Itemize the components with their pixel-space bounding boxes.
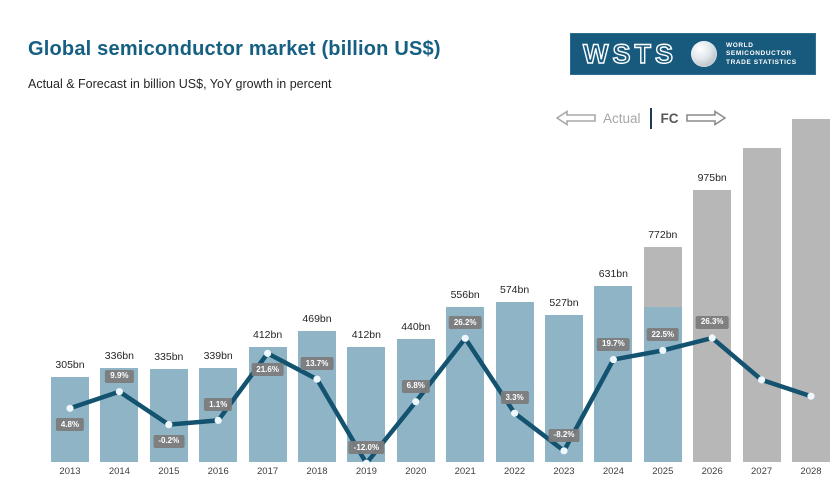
bar-2024: [594, 286, 633, 462]
legend-actual-label: Actual: [603, 110, 641, 126]
wsts-logo-caption-line: WORLD: [726, 41, 754, 49]
actual-fc-legend: Actual FC: [556, 105, 726, 131]
arrow-left-icon: [556, 110, 596, 126]
growth-label-2022: 3.3%: [500, 391, 529, 405]
growth-label-2026: 26.3%: [695, 315, 729, 329]
growth-label-2017: 21.6%: [251, 363, 284, 377]
growth-label-2021: 26.2%: [448, 316, 482, 330]
page-subtitle: Actual & Forecast in billion US$, YoY gr…: [28, 77, 332, 91]
bar-value-label-2016: 339bn: [203, 350, 233, 362]
legend-divider: [649, 107, 652, 129]
bar-value-label-2017: 412bn: [252, 329, 283, 341]
bar-2020: [396, 339, 435, 462]
growth-label-2016: 1.1%: [204, 398, 233, 412]
bar-value-label-2021: 556bn: [450, 289, 480, 301]
growth-label-2019: -12.0%: [348, 441, 385, 455]
wsts-logo-caption-line: SEMICONDUCTOR: [726, 50, 792, 58]
growth-label-2023: -8.2%: [548, 428, 580, 442]
growth-label-2014: 9.9%: [105, 369, 134, 383]
bar-value-label-2025: 772bn: [648, 229, 678, 241]
bar-2021: [446, 307, 485, 462]
x-tick-2024: 2024: [602, 466, 624, 477]
x-tick-2021: 2021: [454, 466, 476, 477]
bar-value-label-2019: 412bn: [351, 329, 381, 341]
growth-label-2013: 4.8%: [55, 418, 85, 432]
x-tick-2019: 2019: [355, 466, 377, 477]
growth-label-2018: 13.7%: [300, 357, 334, 371]
x-tick-2015: 2015: [158, 466, 180, 477]
bar-2025: [643, 247, 682, 462]
arrow-right-icon: [685, 110, 726, 126]
x-tick-2026: 2026: [701, 466, 723, 477]
bar-value-label-2018: 469bn: [302, 313, 332, 325]
wsts-logo-wordmark: WSTS: [582, 38, 677, 69]
x-tick-2028: 2028: [800, 466, 822, 477]
x-tick-2020: 2020: [405, 466, 427, 477]
growth-label-2024: 19.7%: [597, 337, 630, 351]
page-title: Global semiconductor market (billion US$…: [28, 38, 441, 60]
x-tick-2013: 2013: [59, 466, 81, 477]
x-tick-2023: 2023: [553, 466, 575, 477]
bar-value-label-2015: 335bn: [154, 351, 184, 363]
bar-2016: [199, 368, 238, 462]
bar-value-label-2024: 631bn: [598, 268, 628, 280]
growth-label-2025: 22.5%: [646, 328, 680, 342]
x-tick-2025: 2025: [652, 466, 674, 477]
bar-value-label-2013: 305bn: [55, 359, 85, 371]
growth-label-2020: 6.8%: [401, 379, 430, 393]
x-tick-2016: 2016: [207, 466, 229, 477]
x-tick-2022: 2022: [504, 466, 526, 477]
bar-2018: [298, 331, 336, 462]
x-tick-2018: 2018: [306, 466, 328, 477]
bar-2028: [792, 119, 830, 462]
wsts-logo-caption-line: TRADE STATISTICS: [726, 58, 797, 66]
bar-value-label-2022: 574bn: [499, 284, 530, 296]
bar-value-label-2026: 975bn: [697, 172, 727, 184]
bar-2015: [149, 369, 188, 462]
x-tick-2014: 2014: [108, 466, 130, 477]
semiconductor-market-combo-chart: 305bn 2013 336bn 2014 335bn 2015 339bn 2016 412b…: [24, 110, 830, 477]
globe-icon: [691, 41, 717, 67]
x-tick-2017: 2017: [257, 466, 279, 477]
wsts-logo: WSTS WORLD SEMICONDUCTOR TRADE STATISTIC…: [570, 33, 816, 75]
x-tick-2027: 2027: [751, 466, 773, 477]
legend-fc-label: FC: [660, 110, 679, 126]
bar-value-label-2023: 527bn: [549, 297, 579, 309]
growth-label-2015: -0.2%: [153, 434, 185, 448]
bar-value-label-2014: 336bn: [104, 350, 134, 362]
bar-2027: [742, 148, 781, 462]
bar-2022: [495, 302, 534, 462]
bar-value-label-2020: 440bn: [401, 321, 431, 333]
wsts-logo-caption: WORLD SEMICONDUCTOR TRADE STATISTICS: [726, 42, 797, 66]
